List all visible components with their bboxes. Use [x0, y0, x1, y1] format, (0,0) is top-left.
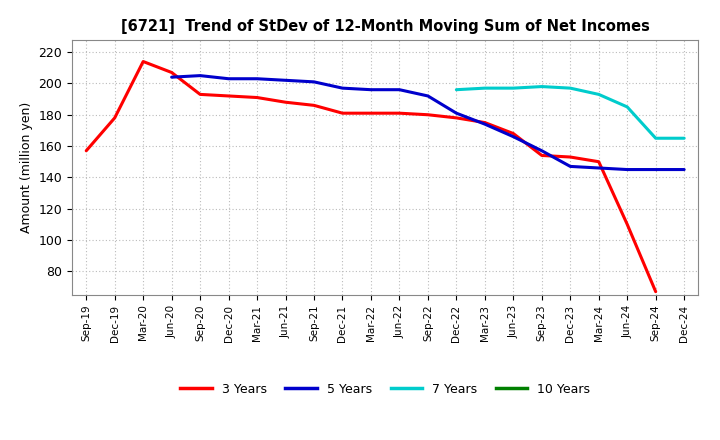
5 Years — [452, 110, 461, 116]
Title: [6721]  Trend of StDev of 12-Month Moving Sum of Net Incomes: [6721] Trend of StDev of 12-Month Moving… — [121, 19, 649, 34]
3 Years — [310, 103, 318, 108]
3 Years — [225, 93, 233, 99]
5 Years — [480, 121, 489, 127]
3 Years — [395, 110, 404, 116]
3 Years — [595, 159, 603, 165]
5 Years — [595, 165, 603, 171]
3 Years — [509, 131, 518, 136]
3 Years — [282, 99, 290, 105]
5 Years — [282, 78, 290, 83]
3 Years — [196, 92, 204, 97]
5 Years — [395, 87, 404, 92]
5 Years — [196, 73, 204, 78]
7 Years — [566, 85, 575, 91]
3 Years — [623, 222, 631, 227]
5 Years — [623, 167, 631, 172]
7 Years — [509, 85, 518, 91]
3 Years — [452, 115, 461, 121]
7 Years — [537, 84, 546, 89]
Line: 3 Years: 3 Years — [86, 62, 656, 292]
3 Years — [110, 115, 119, 121]
7 Years — [595, 92, 603, 97]
5 Years — [537, 148, 546, 154]
3 Years — [423, 112, 432, 117]
3 Years — [537, 153, 546, 158]
3 Years — [366, 110, 375, 116]
5 Years — [310, 79, 318, 84]
Legend: 3 Years, 5 Years, 7 Years, 10 Years: 3 Years, 5 Years, 7 Years, 10 Years — [176, 378, 595, 401]
5 Years — [253, 76, 261, 81]
3 Years — [480, 120, 489, 125]
3 Years — [139, 59, 148, 64]
Line: 7 Years: 7 Years — [456, 87, 684, 138]
3 Years — [167, 70, 176, 75]
Y-axis label: Amount (million yen): Amount (million yen) — [20, 102, 33, 233]
5 Years — [225, 76, 233, 81]
5 Years — [680, 167, 688, 172]
3 Years — [566, 154, 575, 160]
3 Years — [253, 95, 261, 100]
7 Years — [452, 87, 461, 92]
7 Years — [623, 104, 631, 110]
5 Years — [652, 167, 660, 172]
3 Years — [652, 289, 660, 294]
5 Years — [509, 134, 518, 139]
5 Years — [423, 93, 432, 99]
5 Years — [338, 85, 347, 91]
5 Years — [366, 87, 375, 92]
7 Years — [480, 85, 489, 91]
5 Years — [167, 74, 176, 80]
5 Years — [566, 164, 575, 169]
Line: 5 Years: 5 Years — [171, 76, 684, 169]
7 Years — [680, 136, 688, 141]
3 Years — [82, 148, 91, 154]
7 Years — [652, 136, 660, 141]
3 Years — [338, 110, 347, 116]
